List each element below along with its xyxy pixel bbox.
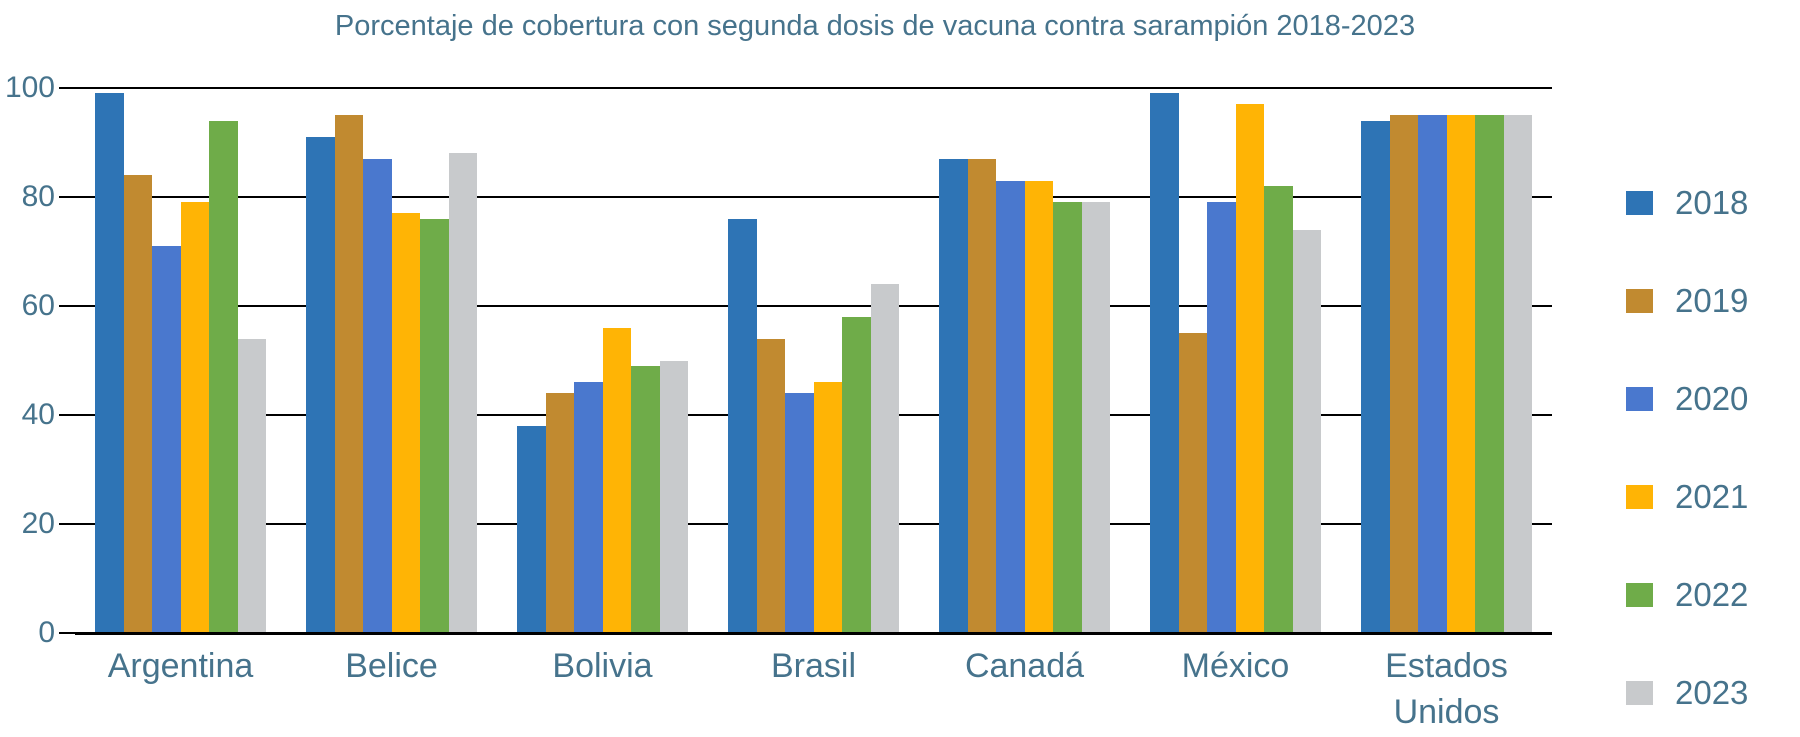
bar-2020 xyxy=(996,180,1025,633)
y-axis-tick xyxy=(59,632,76,634)
y-axis-tick xyxy=(59,305,76,307)
bar-2019 xyxy=(334,115,363,633)
y-axis-tick-label: 100 xyxy=(4,71,55,104)
category-label: Canadá xyxy=(964,647,1085,685)
y-axis-tick xyxy=(59,87,76,89)
legend-item-2019: 2019 xyxy=(1626,284,1748,317)
bar-2023 xyxy=(870,284,899,633)
bar-2023 xyxy=(448,153,477,633)
bar-2021 xyxy=(602,327,631,633)
legend-swatch-2018 xyxy=(1626,190,1653,215)
bar-2021 xyxy=(1446,115,1475,633)
legend-label-2023: 2023 xyxy=(1675,674,1749,711)
bar-2020 xyxy=(785,393,814,633)
bar-2018 xyxy=(517,425,546,633)
category-label: Argentina xyxy=(107,647,254,685)
legend-label-2018: 2018 xyxy=(1675,184,1749,221)
bar-2021 xyxy=(180,202,209,633)
bar-2022 xyxy=(209,120,238,633)
y-axis-tick-label: 0 xyxy=(38,616,55,649)
legend-item-2018: 2018 xyxy=(1626,186,1748,219)
legend-swatch-2023 xyxy=(1626,680,1653,705)
bar-2020 xyxy=(1418,115,1447,633)
bar-2023 xyxy=(659,360,688,633)
bar-2022 xyxy=(1264,186,1293,633)
gridline-100 xyxy=(75,87,1552,89)
bar-2023 xyxy=(1081,202,1110,633)
bar-group-méxico xyxy=(1130,88,1341,633)
legend-item-2020: 2020 xyxy=(1626,382,1748,415)
bar-2023 xyxy=(1503,115,1532,633)
bar-group-belice xyxy=(286,88,497,633)
bar-2019 xyxy=(545,393,574,633)
legend-label-2022: 2022 xyxy=(1675,576,1749,613)
bar-2019 xyxy=(756,338,785,633)
y-axis-tick-label: 20 xyxy=(21,507,55,540)
category-label: México xyxy=(1181,647,1290,685)
legend-item-2022: 2022 xyxy=(1626,578,1748,611)
y-axis-tick xyxy=(59,523,76,525)
y-axis-tick-label: 80 xyxy=(21,180,55,213)
bar-2022 xyxy=(1475,115,1504,633)
legend-swatch-2022 xyxy=(1626,582,1653,607)
legend-swatch-2019 xyxy=(1626,288,1653,313)
bar-2018 xyxy=(1150,93,1179,633)
bar-2021 xyxy=(391,213,420,633)
plot-area: 0 20 40 60 80 100 Argentina Belice Bolivia Brasil… xyxy=(5,71,1552,731)
y-axis-tick-label: 40 xyxy=(21,398,55,431)
chart-title: Porcentaje de cobertura con segunda dosi… xyxy=(334,10,1416,42)
bar-2023 xyxy=(1292,229,1321,633)
legend-item-2021: 2021 xyxy=(1626,480,1748,513)
bar-group-bolivia xyxy=(497,88,708,633)
bar-group-canadá xyxy=(919,88,1130,633)
legend-label-2020: 2020 xyxy=(1675,380,1749,417)
bar-2021 xyxy=(1024,180,1053,633)
bar-2020 xyxy=(574,382,603,633)
legend-item-2023: 2023 xyxy=(1626,676,1748,709)
bar-2019 xyxy=(123,175,152,633)
category-label: Estados Unidos xyxy=(1385,647,1508,731)
bar-2019 xyxy=(1178,333,1207,633)
bar-2021 xyxy=(813,382,842,633)
category-label: Bolivia xyxy=(552,647,653,685)
bar-2018 xyxy=(1361,120,1390,633)
bar-2018 xyxy=(95,93,124,633)
bar-group-argentina xyxy=(75,88,286,633)
legend-label-2019: 2019 xyxy=(1675,282,1749,319)
bar-2021 xyxy=(1235,104,1264,633)
bar-2019 xyxy=(1389,115,1418,633)
bar-group-estados-unidos xyxy=(1341,88,1552,633)
category-label: Belice xyxy=(345,647,438,685)
bar-2018 xyxy=(939,158,968,633)
bar-group-brasil xyxy=(708,88,919,633)
bar-2022 xyxy=(842,316,871,633)
y-axis-tick-label: 60 xyxy=(21,289,55,322)
category-label: Brasil xyxy=(770,647,857,685)
bar-2019 xyxy=(967,158,996,633)
legend-swatch-2021 xyxy=(1626,484,1653,509)
bar-2023 xyxy=(237,338,266,633)
bar-2020 xyxy=(363,158,392,633)
gridline-80 xyxy=(75,196,1552,198)
gridline-0 xyxy=(75,631,1552,635)
bar-2018 xyxy=(306,137,335,633)
gridline-60 xyxy=(75,305,1552,307)
legend-swatch-2020 xyxy=(1626,386,1653,411)
bar-2022 xyxy=(631,365,660,633)
y-axis-tick xyxy=(59,414,76,416)
bar-2022 xyxy=(420,218,449,633)
bar-2020 xyxy=(152,246,181,633)
legend: 2018 2019 2020 2021 2022 2023 xyxy=(1626,186,1748,709)
bar-2020 xyxy=(1207,202,1236,633)
bar-2022 xyxy=(1053,202,1082,633)
bar-2018 xyxy=(728,218,757,633)
y-axis-tick xyxy=(59,196,76,198)
legend-label-2021: 2021 xyxy=(1675,478,1749,515)
